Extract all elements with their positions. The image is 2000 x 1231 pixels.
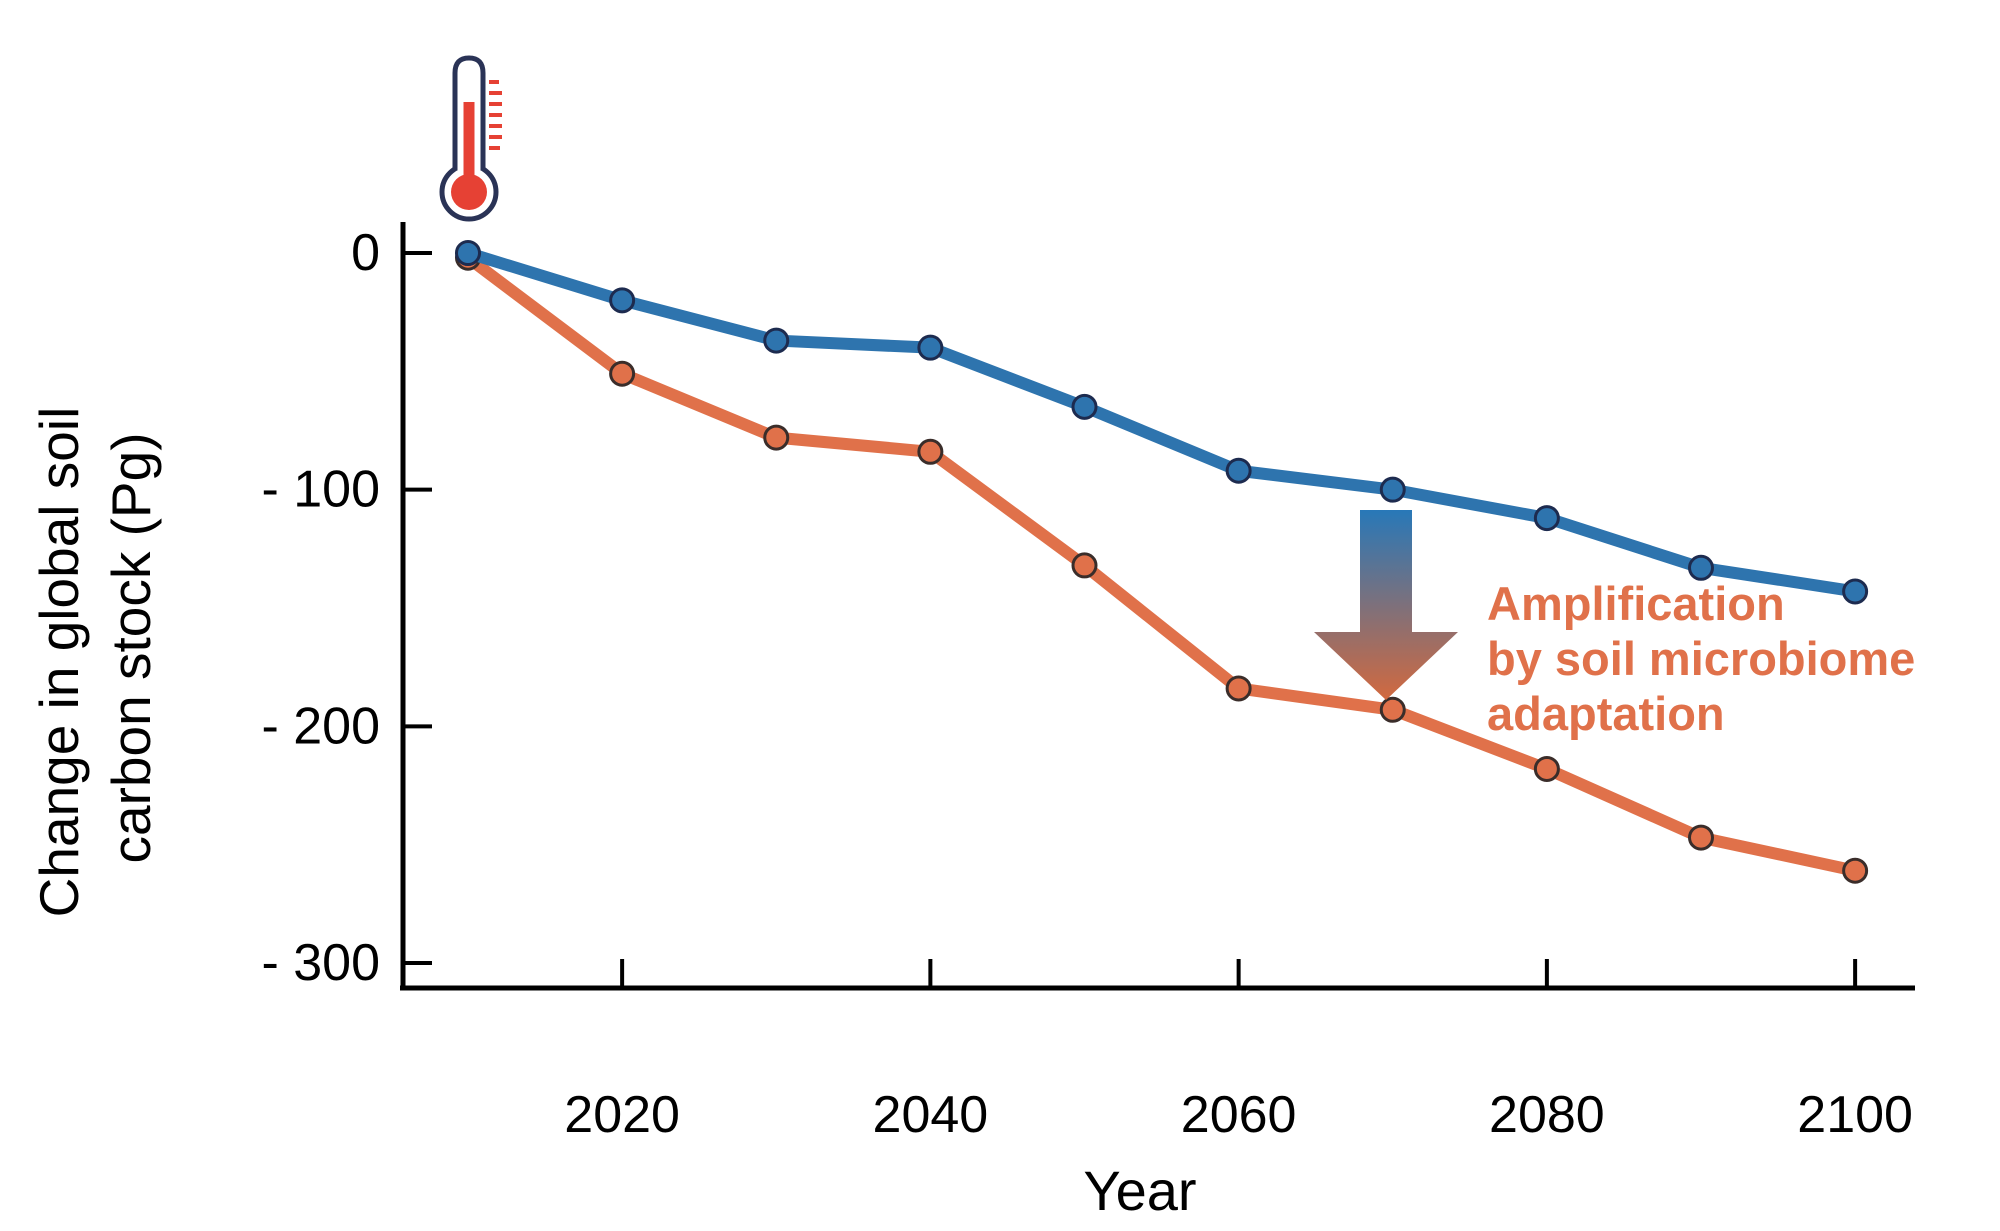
- y-tick-label: 0: [351, 224, 380, 282]
- x-tick-label: 2080: [1489, 1086, 1605, 1144]
- thermometer-scale-mark: [489, 91, 502, 95]
- x-tick-label: 2020: [564, 1086, 680, 1144]
- data-point-warming-with-microbiome-adaptation-2040: [917, 438, 944, 465]
- x-tick-label: 2100: [1797, 1086, 1913, 1144]
- data-point-warming-with-microbiome-adaptation-2030: [763, 424, 790, 451]
- thermometer-scale-mark: [489, 146, 500, 150]
- thermometer-mercury-bulb: [451, 174, 487, 210]
- amplification-arrow-icon: [1314, 510, 1458, 700]
- data-point-warming-without-microbiome-adaptation-2050: [1071, 393, 1098, 420]
- data-point-warming-with-microbiome-adaptation-2050: [1071, 552, 1098, 579]
- data-point-warming-without-microbiome-adaptation-2040: [917, 334, 944, 361]
- data-point-warming-without-microbiome-adaptation-2090: [1688, 554, 1714, 581]
- x-tick-label: 2040: [873, 1086, 989, 1144]
- data-point-warming-with-microbiome-adaptation-2060: [1225, 675, 1252, 702]
- series-line-warming-with-microbiome-adaptation: [462, 251, 1862, 877]
- data-point-warming-with-microbiome-adaptation-2090: [1688, 824, 1714, 851]
- y-tick-label: - 200: [261, 697, 380, 755]
- data-point-warming-without-microbiome-adaptation-2010: [455, 240, 481, 266]
- data-point-warming-with-microbiome-adaptation-2100: [1842, 857, 1869, 884]
- thermometer-scale-mark: [489, 124, 502, 128]
- thermometer-scale-mark: [489, 113, 502, 117]
- y-axis-label-line1: Change in global soil: [28, 407, 90, 918]
- axis-ticks: 2020 2040 2060 2080 2100 0 - 100 - 200 - 300: [261, 224, 1913, 1144]
- thermometer-icon: [439, 55, 502, 222]
- x-axis-label: Year: [1083, 1159, 1196, 1222]
- data-point-warming-without-microbiome-adaptation-2070: [1379, 476, 1406, 503]
- annotation-line-3: adaptation: [1487, 687, 1725, 740]
- data-point-warming-without-microbiome-adaptation-2080: [1533, 505, 1560, 532]
- data-point-warming-with-microbiome-adaptation-2020: [609, 360, 636, 387]
- thermometer-mercury-column: [463, 102, 475, 186]
- amplification-annotation: Amplification by soil microbiome adaptat…: [1487, 577, 1915, 740]
- data-point-warming-without-microbiome-adaptation-2030: [763, 327, 790, 354]
- y-tick-label: - 100: [261, 461, 380, 519]
- data-point-warming-without-microbiome-adaptation-2060: [1225, 457, 1252, 484]
- thermometer-scale-mark: [489, 102, 502, 106]
- thermometer-scale-mark: [489, 135, 502, 139]
- annotation-line-1: Amplification: [1487, 577, 1785, 630]
- chart-series: [455, 240, 1869, 884]
- data-point-warming-without-microbiome-adaptation-2100: [1842, 578, 1869, 605]
- series-line-warming-without-microbiome-adaptation: [462, 247, 1862, 598]
- annotation-line-2: by soil microbiome: [1487, 632, 1915, 685]
- data-point-warming-with-microbiome-adaptation-2080: [1533, 755, 1560, 782]
- y-tick-label: - 300: [261, 934, 380, 992]
- y-axis-label-line2: carbon stock (Pg): [100, 432, 162, 863]
- x-tick-label: 2060: [1181, 1086, 1297, 1144]
- thermometer-mercury: [451, 80, 502, 210]
- thermometer-scale-mark: [489, 80, 499, 84]
- data-point-warming-without-microbiome-adaptation-2020: [609, 287, 636, 314]
- data-point-warming-with-microbiome-adaptation-2070: [1379, 696, 1406, 723]
